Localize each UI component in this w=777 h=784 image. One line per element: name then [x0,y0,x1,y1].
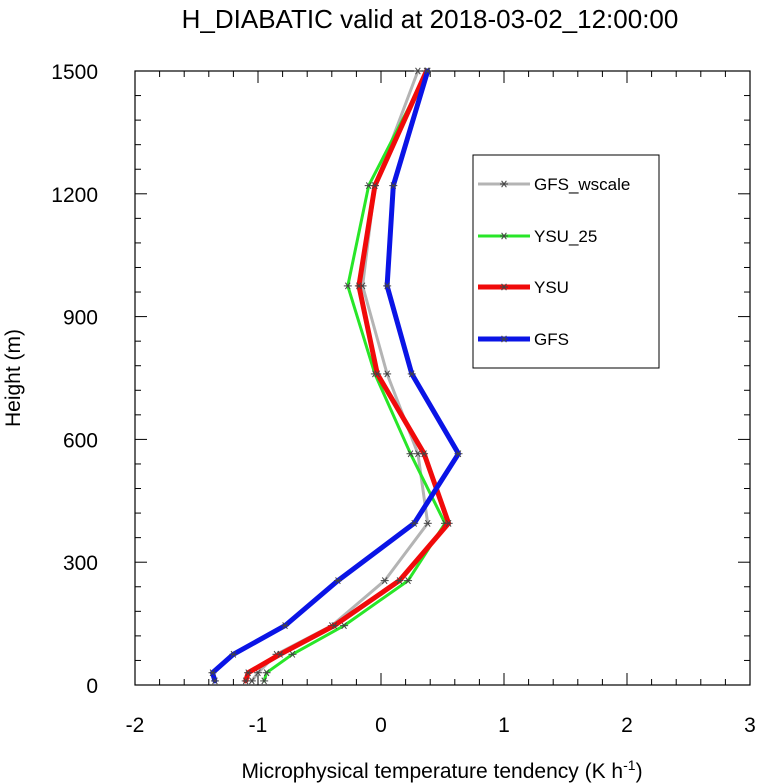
data-point-ysu-25 [343,282,352,290]
data-point-ysu [330,622,339,630]
legend-label-gfs-wscale: GFS_wscale [534,175,630,194]
data-point-ysu [420,450,429,458]
data-point-gfs [389,182,398,190]
y-tick-label: 600 [63,429,98,452]
data-point-gfs [333,577,342,585]
data-point-gfs [407,370,416,378]
axis-ticks [134,70,751,686]
x-axis-label-main: Microphysical temperature tendency (K h [241,760,623,783]
y-tick-label: 1200 [51,184,98,207]
data-point-gfs [423,67,432,75]
data-point-gfs-wscale [380,577,389,585]
data-point-ysu [276,650,285,658]
series-line-ysu-25 [262,69,447,683]
data-point-gfs-wscale [423,519,432,527]
data-point-gfs [281,622,290,630]
y-tick-label: 1500 [51,61,98,84]
series-group [208,67,463,685]
series-line-ysu [243,68,452,684]
x-tick-label: 1 [498,714,510,737]
data-point-gfs [210,677,219,685]
legend: GFS_wscale YSU_25 YSU GFS [478,175,630,349]
legend-box [472,154,660,369]
data-point-ysu-25 [260,677,269,685]
y-tick-label: 0 [86,675,98,698]
data-point-ysu [444,519,453,527]
x-tick-label: 0 [375,714,387,737]
x-tick-labels: -2 -1 0 1 2 3 [126,714,756,737]
x-tick-label: 3 [744,714,756,737]
legend-label-ysu: YSU [534,278,569,297]
data-point-gfs [229,650,238,658]
data-point-ysu [354,282,363,290]
data-point-gfs [454,450,463,458]
data-point-ysu [395,577,404,585]
y-tick-label: 300 [63,552,98,575]
y-tick-labels: 0 300 600 900 1200 1500 [51,61,98,698]
data-point-ysu [370,182,379,190]
data-point-gfs [208,669,217,677]
legend-marker-gfs [500,335,508,343]
x-tick-label: -1 [249,714,268,737]
data-point-ysu [244,669,253,677]
series-line-gfs [210,68,461,684]
data-point-ysu-25 [404,577,413,585]
legend-label-gfs: GFS [534,330,569,349]
legend-marker-ysu [500,283,508,291]
data-point-gfs-wscale [413,67,422,75]
y-axis-label: Height (m) [2,329,25,427]
data-point-ysu [241,677,250,685]
data-point-ysu-25 [340,622,349,630]
x-tick-label: -2 [126,714,145,737]
data-point-gfs [383,282,392,290]
x-axis-label-end: ) [636,760,643,783]
legend-marker-gfs-wscale [500,180,508,188]
legend-marker-ysu-25 [500,232,508,240]
x-axis-label: Microphysical temperature tendency (K h-… [241,757,642,783]
data-point-gfs [410,519,419,527]
data-point-ysu-25 [262,669,271,677]
y-tick-label: 900 [63,307,98,330]
data-point-gfs-wscale [383,370,392,378]
data-point-ysu [373,370,382,378]
chart-title: H_DIABATIC valid at 2018-03-02_12:00:00 [182,4,679,34]
plot-frame [134,70,751,686]
data-point-ysu-25 [406,450,415,458]
x-axis-label-sup: -1 [623,757,636,773]
legend-label-ysu-25: YSU_25 [534,227,597,246]
x-tick-label: 2 [621,714,633,737]
data-point-ysu-25 [288,650,297,658]
